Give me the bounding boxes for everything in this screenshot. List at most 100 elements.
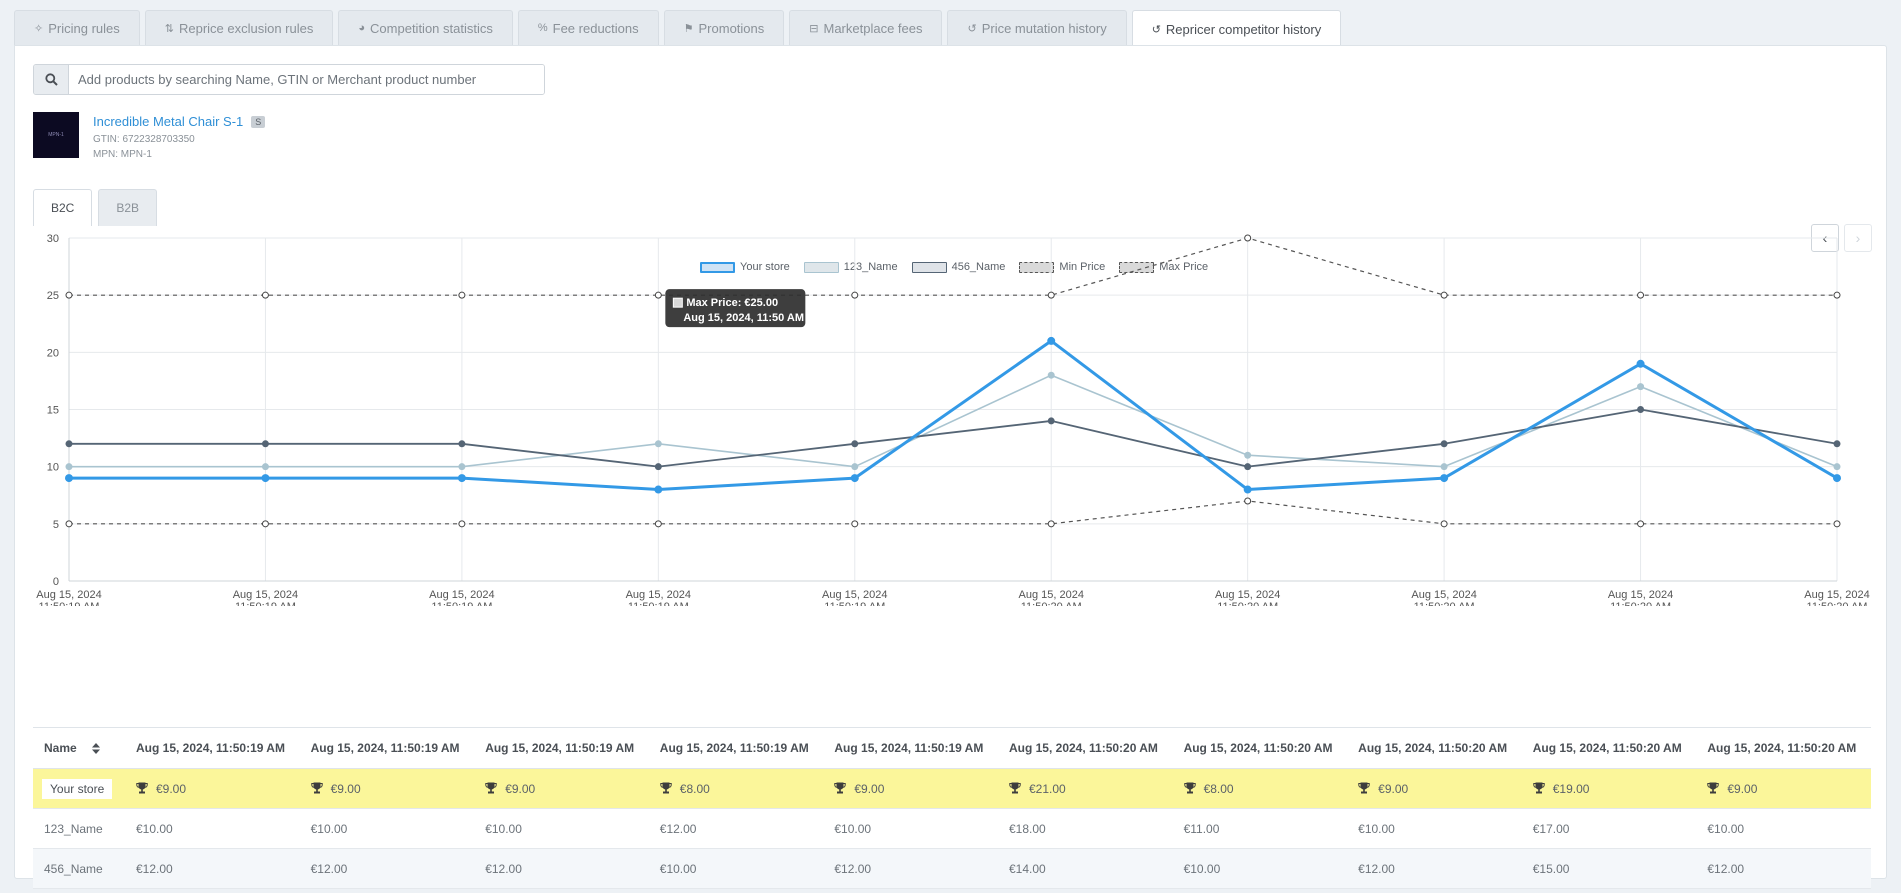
column-header-date: Aug 15, 2024, 11:50:19 AM <box>648 727 824 769</box>
price-value: €10.00 <box>1183 861 1221 876</box>
x-tick-label: Aug 15, 2024 <box>1411 589 1476 601</box>
tab-marketplace-fees[interactable]: ⊟ Marketplace fees <box>789 10 943 45</box>
legend-label: Min Price <box>1059 261 1106 273</box>
price-cell: €10.00 <box>1696 808 1871 849</box>
chart-tooltip <box>665 289 806 328</box>
tab-b2b[interactable]: B2B <box>98 189 158 226</box>
tab-b2c[interactable]: B2C <box>33 189 93 226</box>
price-value: €19.00 <box>1552 781 1590 796</box>
y-tick-label: 30 <box>47 233 59 245</box>
data-point <box>1244 451 1252 459</box>
legend-label: 456_Name <box>951 261 1006 273</box>
data-point <box>1440 463 1448 471</box>
legend-item[interactable]: 123_Name <box>803 261 898 273</box>
price-cell: €9.00 <box>125 768 300 809</box>
data-point <box>1833 463 1841 471</box>
tab-repricer-competitor-history[interactable]: ↺ Repricer competitor history <box>1131 10 1342 47</box>
pie-chart-icon: ◕ <box>358 22 366 34</box>
legend-item[interactable]: Max Price <box>1119 261 1208 273</box>
data-point <box>1047 417 1055 425</box>
price-cell: €14.00 <box>997 848 1173 889</box>
legend-item[interactable]: 456_Name <box>911 261 1006 273</box>
price-value: €12.00 <box>834 861 872 876</box>
data-point <box>1833 291 1841 299</box>
data-point <box>458 463 466 471</box>
column-header-date: Aug 15, 2024, 11:50:20 AM <box>1172 727 1348 769</box>
data-point <box>1637 383 1645 391</box>
price-cell: €18.00 <box>997 808 1173 849</box>
main-panel: MPN-1 Incredible Metal Chair S-1 S GTIN:… <box>14 45 1887 889</box>
data-point <box>1636 359 1645 368</box>
tab-reprice-exclusion-rules[interactable]: ⇅ Reprice exclusion rules <box>144 10 334 45</box>
price-cell: €9.00 <box>1696 768 1871 809</box>
search-button[interactable] <box>34 65 69 94</box>
column-header-name[interactable]: Name <box>33 727 125 769</box>
price-cell: €12.00 <box>1696 848 1871 889</box>
legend-label: Max Price <box>1159 261 1209 273</box>
data-point <box>1440 291 1448 299</box>
data-point <box>1244 463 1252 471</box>
product-thumbnail: MPN-1 <box>33 112 79 158</box>
sort-icon <box>92 743 101 754</box>
price-value: €9.00 <box>1378 781 1409 796</box>
series-line-min-price <box>69 500 1837 525</box>
x-tick-label: 11:50:20 AM <box>1414 601 1475 606</box>
price-cell: €12.00 <box>474 848 649 889</box>
data-point <box>851 520 859 528</box>
x-tick-label: 11:50:19 AM <box>628 601 689 606</box>
legend-item[interactable]: Min Price <box>1019 261 1105 273</box>
price-cell: €12.00 <box>125 848 300 889</box>
trophy-icon <box>485 782 497 793</box>
price-cell: €19.00 <box>1521 768 1697 809</box>
tab-promotions[interactable]: ⚑ Promotions <box>663 10 785 45</box>
legend-item[interactable]: Your store <box>700 261 790 273</box>
x-tick-label: 11:50:19 AM <box>235 601 296 606</box>
product-name-link[interactable]: Incredible Metal Chair S-1 <box>93 114 244 129</box>
price-value: €9.00 <box>330 781 361 796</box>
trophy-icon <box>1183 782 1196 793</box>
tab-pricing-rules[interactable]: ✧ Pricing rules <box>14 10 140 45</box>
y-tick-label: 20 <box>47 347 59 359</box>
price-cell: €12.00 <box>1347 848 1522 889</box>
x-tick-label: Aug 15, 2024 <box>36 589 101 601</box>
y-tick-label: 25 <box>47 290 59 302</box>
column-header-date: Aug 15, 2024, 11:50:19 AM <box>823 727 998 769</box>
trophy-icon <box>1009 782 1021 793</box>
column-header-date: Aug 15, 2024, 11:50:20 AM <box>997 727 1173 769</box>
data-point <box>458 291 466 299</box>
data-point <box>261 520 269 528</box>
data-point <box>1440 440 1448 448</box>
channel-tabs: B2C B2B <box>33 189 158 226</box>
y-tick-label: 0 <box>53 576 59 588</box>
tab-fee-reductions[interactable]: % Fee reductions <box>517 10 659 45</box>
data-point <box>261 440 269 448</box>
price-value: €8.00 <box>1203 781 1234 796</box>
price-cell: €15.00 <box>1521 848 1697 889</box>
price-cell: €9.00 <box>299 768 475 809</box>
column-header-date: Aug 15, 2024, 11:50:19 AM <box>125 727 300 769</box>
x-tick-label: Aug 15, 2024 <box>1018 589 1083 601</box>
price-value: €12.00 <box>1707 861 1745 876</box>
price-cell: €10.00 <box>1347 808 1522 849</box>
tab-competition-statistics[interactable]: ◕ Competition statistics <box>338 10 513 45</box>
x-tick-label: Aug 15, 2024 <box>822 589 887 601</box>
tab-price-mutation-history[interactable]: ↺ Price mutation history <box>947 10 1127 45</box>
sliders-icon: ✧ <box>34 22 44 35</box>
data-point <box>261 474 270 483</box>
price-cell: €11.00 <box>1172 808 1348 849</box>
table-header-row: Name Aug 15, 2024, 11:50:19 AM Aug 15, 20… <box>33 727 1871 769</box>
price-value: €17.00 <box>1532 821 1570 836</box>
next-page-button[interactable]: › <box>1844 224 1872 252</box>
product-search <box>33 64 545 95</box>
search-input[interactable] <box>69 65 544 94</box>
column-header-name-label: Name <box>44 741 77 755</box>
megaphone-icon: ⚑ <box>683 22 694 35</box>
y-tick-label: 10 <box>47 462 59 474</box>
y-tick-label: 15 <box>47 405 59 417</box>
tab-label: Marketplace fees <box>823 20 923 36</box>
product-size-badge: S <box>251 115 266 128</box>
x-tick-label: Aug 15, 2024 <box>1608 589 1673 601</box>
percent-icon: % <box>537 22 548 34</box>
tab-label: Competition statistics <box>370 20 493 36</box>
price-cell: €9.00 <box>823 768 998 809</box>
